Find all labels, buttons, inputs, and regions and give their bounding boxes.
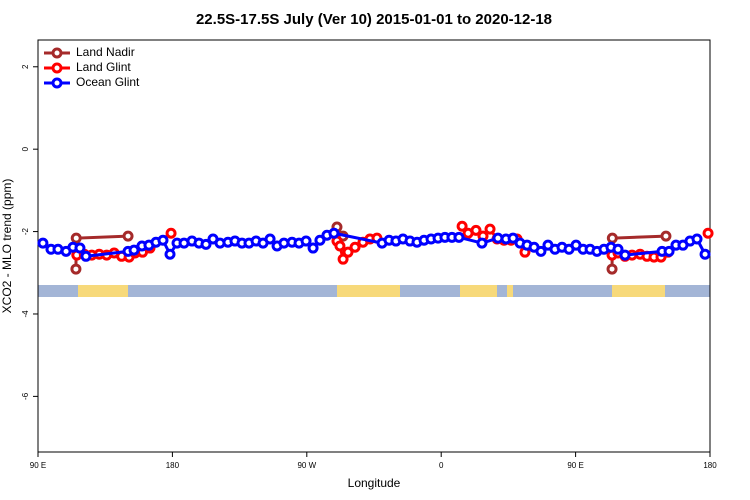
- data-point: [128, 244, 140, 256]
- data-point: [612, 243, 624, 255]
- data-point: [470, 224, 482, 236]
- data-point: [264, 233, 276, 245]
- legend-marker: [51, 77, 63, 89]
- data-point: [342, 246, 354, 258]
- data-point: [702, 227, 714, 239]
- data-point: [157, 234, 169, 246]
- data-point: [660, 230, 672, 242]
- data-point: [507, 232, 519, 244]
- y-tick-label: 0: [21, 146, 30, 151]
- data-point: [37, 237, 49, 249]
- x-axis-label: Longitude: [348, 476, 401, 490]
- data-point: [699, 248, 711, 260]
- land-ocean-strip: [38, 285, 710, 297]
- data-point: [200, 238, 212, 250]
- x-tick-label: 90 W: [297, 461, 316, 470]
- y-tick-label: -2: [21, 227, 30, 235]
- y-axis-label: XCO2 - MLO trend (ppm): [0, 179, 14, 314]
- legend-marker: [51, 62, 63, 74]
- plot-frame: [37, 39, 711, 453]
- data-point: [337, 253, 349, 265]
- x-tick-label: 90 E: [30, 461, 46, 470]
- data-point: [619, 249, 631, 261]
- legend-marker: [51, 47, 63, 59]
- data-point: [328, 227, 340, 239]
- data-point: [164, 248, 176, 260]
- land-band: [612, 285, 665, 297]
- land-band: [507, 285, 513, 297]
- land-band: [337, 285, 400, 297]
- y-tick-label: -6: [21, 392, 30, 400]
- data-point: [456, 220, 468, 232]
- data-point: [80, 250, 92, 262]
- legend-label: Ocean Glint: [76, 75, 140, 89]
- data-point: [165, 227, 177, 239]
- data-point: [74, 242, 86, 254]
- data-point: [606, 263, 618, 275]
- chart-title: 22.5S-17.5S July (Ver 10) 2015-01-01 to …: [196, 11, 552, 28]
- x-tick-label: 180: [703, 461, 717, 470]
- land-band: [78, 285, 128, 297]
- x-tick-label: 0: [439, 461, 444, 470]
- data-point: [300, 235, 312, 247]
- x-tick-label: 180: [166, 461, 180, 470]
- legend-label: Land Nadir: [76, 45, 135, 59]
- data-point: [691, 233, 703, 245]
- legend-label: Land Glint: [76, 60, 131, 74]
- data-point: [476, 237, 488, 249]
- x-tick-label: 90 E: [567, 461, 583, 470]
- data-point: [334, 240, 346, 252]
- data-point: [70, 263, 82, 275]
- data-point: [663, 245, 675, 257]
- y-tick-label: -4: [21, 310, 30, 318]
- data-point: [535, 245, 547, 257]
- data-point: [307, 242, 319, 254]
- data-point: [606, 232, 618, 244]
- data-point: [70, 232, 82, 244]
- data-point: [453, 231, 465, 243]
- data-point: [484, 223, 496, 235]
- y-tick-label: 2: [21, 64, 30, 69]
- data-point: [122, 230, 134, 242]
- data-point: [349, 241, 361, 253]
- data-point: [314, 234, 326, 246]
- land-band: [460, 285, 497, 297]
